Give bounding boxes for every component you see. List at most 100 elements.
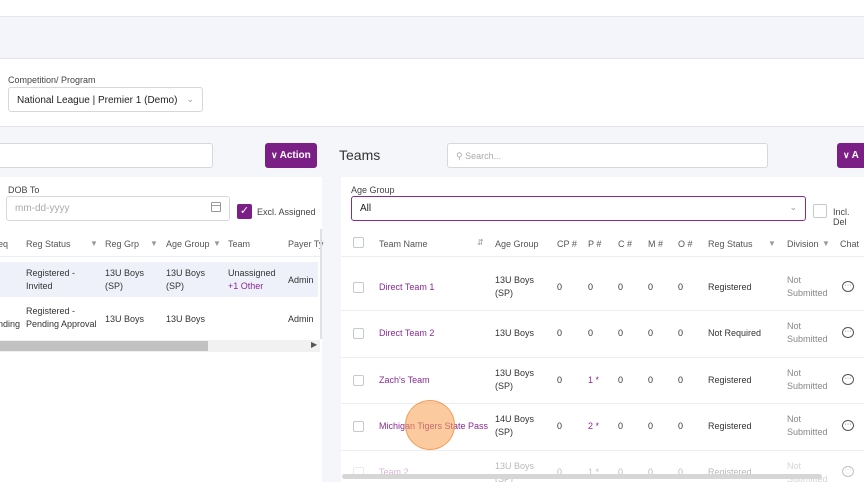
reg-status-cell: Registered [708, 421, 752, 431]
vertical-scrollbar[interactable] [320, 229, 322, 339]
o-cell: 0 [678, 467, 684, 477]
top-bar [0, 0, 864, 17]
col-header-chat[interactable]: Chat [840, 239, 860, 249]
filter-icon[interactable]: ▼ [768, 239, 776, 248]
filter-icon[interactable]: ▼ [213, 239, 221, 248]
left-action-label: Action [279, 150, 311, 161]
left-action-button[interactable]: ∨ Action [265, 143, 317, 168]
teams-title: Teams [339, 147, 381, 163]
col-header-payer-type[interactable]: Payer Ty [288, 239, 324, 249]
cp-cell: 0 [557, 467, 563, 477]
row-checkbox[interactable] [353, 282, 364, 293]
team-name-link[interactable]: Direct Team 2 [379, 328, 435, 338]
chat-icon[interactable]: ··· [842, 466, 854, 477]
col-header-team[interactable]: Team [228, 239, 251, 249]
col-header-age-group[interactable]: Age Group [495, 239, 539, 249]
players-panel [0, 177, 322, 482]
teams-search-input[interactable]: ⚲ Search... [447, 143, 768, 168]
chat-icon[interactable]: ··· [842, 420, 854, 431]
incl-deleted-checkbox[interactable] [813, 204, 827, 218]
teams-action-label: A [851, 150, 859, 161]
col-header-cp[interactable]: CP # [557, 239, 577, 249]
row-checkbox[interactable] [353, 421, 364, 432]
c-cell: 0 [618, 421, 624, 431]
chat-icon[interactable]: ··· [842, 327, 854, 338]
chat-icon[interactable]: ··· [842, 281, 854, 292]
col-header-age-group[interactable]: Age Group [166, 239, 210, 249]
double-chevron-down-icon: ∨ [843, 150, 850, 160]
payer-cell: Admin [288, 314, 314, 324]
o-cell: 0 [678, 375, 684, 385]
reg-status-cell: Registered - Invited [26, 268, 76, 291]
excl-assigned-label: Excl. Assigned [257, 207, 316, 217]
competition-select[interactable]: National League | Premier 1 (Demo) ⌄ [8, 87, 203, 112]
sort-icon[interactable]: ⇵ [477, 238, 484, 247]
payer-cell: Admin [288, 275, 314, 285]
col-header-p[interactable]: P # [588, 239, 602, 249]
age-group-cell: 13U Boys [166, 314, 206, 324]
age-group-value: All [360, 203, 372, 214]
dob-to-label: DOB To [8, 185, 40, 195]
col-header-o[interactable]: O # [678, 239, 693, 249]
c-cell: 0 [618, 328, 624, 338]
m-cell: 0 [648, 375, 654, 385]
row-divider [341, 310, 864, 311]
filter-icon[interactable]: ▼ [150, 239, 158, 248]
dob-placeholder: mm-dd-yyyy [15, 203, 70, 214]
row-checkbox[interactable] [353, 328, 364, 339]
p-cell[interactable]: 1 * [588, 467, 600, 477]
reg-grp-cell: 13U Boys [105, 314, 145, 324]
team-age-cell: 13U Boys [495, 328, 535, 338]
col-header-team-name[interactable]: Team Name [379, 239, 428, 249]
filter-icon[interactable]: ▼ [90, 239, 98, 248]
header-divider [0, 256, 320, 257]
p-cell: 0 [588, 328, 594, 338]
col-header-reg-status[interactable]: Reg Status [708, 239, 753, 249]
p-cell: 0 [588, 282, 594, 292]
age-group-select[interactable]: All ⌄ [351, 196, 806, 221]
team-name-link[interactable]: Team 2 [379, 467, 409, 477]
dob-to-input[interactable]: mm-dd-yyyy [6, 196, 230, 221]
col-header-reg-status[interactable]: Reg Status [26, 239, 71, 249]
chat-icon[interactable]: ··· [842, 374, 854, 385]
search-icon: ⚲ [456, 151, 463, 161]
excl-assigned-checkbox[interactable]: ✓ [237, 204, 252, 219]
calendar-icon[interactable] [211, 202, 221, 212]
reg-status-cell: Registered [708, 282, 752, 292]
reg-status-cell: Registered - Pending Approval [26, 306, 97, 329]
o-cell: 0 [678, 421, 684, 431]
scrollbar-thumb[interactable] [0, 341, 208, 351]
reg-status-cell: Registered [708, 375, 752, 385]
row-checkbox[interactable] [353, 375, 364, 386]
team-name-link[interactable]: Direct Team 1 [379, 282, 435, 292]
o-cell: 0 [678, 328, 684, 338]
team-name-link[interactable]: Zach's Team [379, 375, 430, 385]
cp-cell: 0 [557, 375, 563, 385]
teams-horizontal-scrollbar[interactable] [342, 474, 822, 479]
team-cell: Unassigned +1 Other [228, 268, 276, 291]
other-teams-link[interactable]: +1 Other [228, 281, 264, 291]
cp-cell: 0 [557, 328, 563, 338]
o-cell: 0 [678, 282, 684, 292]
competition-label: Competition/ Program [8, 75, 96, 85]
scroll-right-icon[interactable]: ▶ [311, 340, 318, 349]
cp-cell: 0 [557, 282, 563, 292]
click-indicator [405, 400, 455, 450]
m-cell: 0 [648, 282, 654, 292]
reg-status-cell: Not Required [708, 328, 762, 338]
select-all-checkbox[interactable] [353, 237, 364, 248]
col-header-division[interactable]: Division [787, 239, 819, 249]
row-divider [341, 357, 864, 358]
col-header-reg-grp[interactable]: Reg Grp [105, 239, 140, 249]
p-cell[interactable]: 2 * [588, 421, 600, 431]
teams-action-button[interactable]: ∨ A [837, 143, 864, 168]
left-search-input[interactable] [0, 143, 213, 168]
filter-icon[interactable]: ▼ [822, 239, 830, 248]
row-divider [341, 450, 864, 451]
col-header-c[interactable]: C # [618, 239, 633, 249]
col-header-m[interactable]: M # [648, 239, 664, 249]
col-header-req[interactable]: eq [0, 239, 9, 249]
incl-deleted-label: Incl. Del [833, 207, 850, 227]
p-cell[interactable]: 1 * [588, 375, 600, 385]
